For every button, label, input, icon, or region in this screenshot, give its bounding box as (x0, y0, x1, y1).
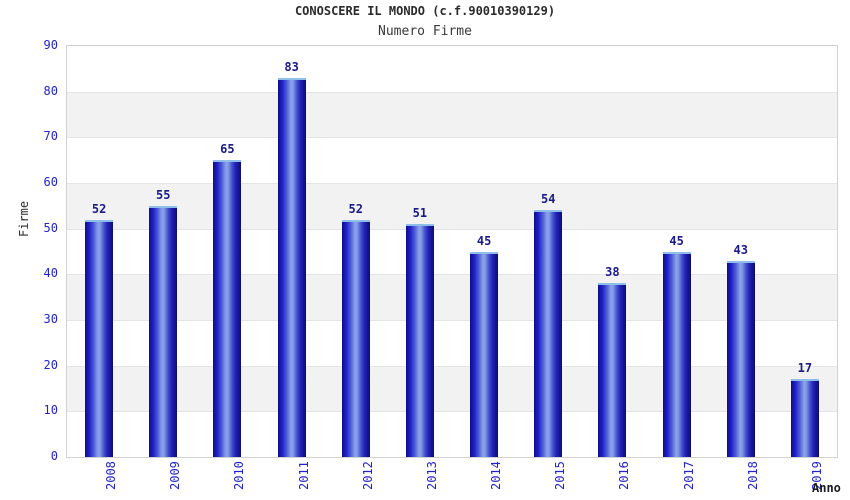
bar[interactable] (598, 283, 627, 457)
bar[interactable] (662, 251, 691, 457)
bar[interactable] (341, 219, 370, 457)
bar[interactable] (213, 160, 242, 457)
chart-title: CONOSCERE IL MONDO (c.f.90010390129) (294, 4, 556, 18)
bar-value-label: 45 (669, 233, 684, 248)
bar-value-label: 65 (220, 142, 235, 157)
chart-subtitle: Numero Firme (378, 24, 472, 39)
bar[interactable] (726, 260, 755, 457)
x-axis-tick-label: 2012 (360, 461, 375, 490)
bar[interactable] (534, 210, 563, 457)
background-band (67, 274, 837, 320)
x-axis-tick-label: 2008 (104, 461, 119, 490)
gridline (67, 92, 837, 93)
x-axis-tick-label: 2016 (617, 461, 632, 490)
gridline (67, 274, 837, 275)
bar-value-label: 45 (476, 233, 492, 248)
bar-value-label: 17 (797, 361, 813, 376)
bar-value-label: 51 (412, 206, 428, 221)
y-axis-tick-label: 20 (43, 357, 58, 372)
gridline (67, 229, 837, 230)
x-axis-tick-label: 2009 (168, 461, 183, 490)
bar[interactable] (85, 219, 114, 457)
x-axis-tick-label: 2014 (489, 461, 504, 490)
x-axis-tick-label: 2017 (681, 461, 696, 490)
x-axis-tick-label: 2018 (745, 461, 760, 490)
plot-area: 52 55 65 83 52 51 45 54 38 45 43 17 (66, 45, 838, 458)
y-axis-tick-label: 0 (50, 449, 58, 463)
x-axis-tick-label: 2011 (296, 461, 311, 490)
x-axis-tick-label: 2010 (232, 461, 247, 490)
y-axis-tick-label: 10 (43, 403, 58, 418)
bar-value-label: 52 (348, 201, 363, 216)
y-axis-tick-label: 80 (43, 83, 58, 98)
y-axis-tick-label: 60 (43, 175, 58, 189)
y-axis-tick-label: 90 (43, 38, 58, 52)
bar[interactable] (470, 251, 499, 457)
bar-value-label: 52 (91, 201, 107, 216)
y-axis-tick-label: 50 (43, 220, 58, 235)
y-axis-tick-label: 70 (43, 129, 58, 144)
x-axis-tick-label: 2013 (424, 461, 439, 490)
bar-value-label: 54 (541, 192, 556, 207)
x-axis-tick-label: 2015 (553, 461, 568, 490)
bar[interactable] (790, 379, 819, 457)
gridline (67, 366, 837, 367)
gridline (67, 183, 837, 184)
y-axis-tick-label: 40 (43, 266, 58, 281)
bar[interactable] (405, 224, 434, 457)
bar-value-label: 55 (156, 187, 171, 202)
background-band (67, 365, 837, 412)
background-band (67, 91, 837, 138)
gridline (67, 411, 837, 412)
bar-value-label: 38 (605, 265, 620, 280)
gridline (67, 320, 837, 321)
y-axis-tick-label: 30 (43, 312, 58, 326)
bar-value-label: 83 (284, 59, 299, 74)
x-axis-title: Anno (812, 481, 841, 495)
bar[interactable] (277, 77, 306, 457)
gridline (67, 137, 837, 138)
background-band (67, 183, 837, 229)
bar[interactable] (149, 205, 178, 457)
bar-value-label: 43 (733, 242, 748, 257)
